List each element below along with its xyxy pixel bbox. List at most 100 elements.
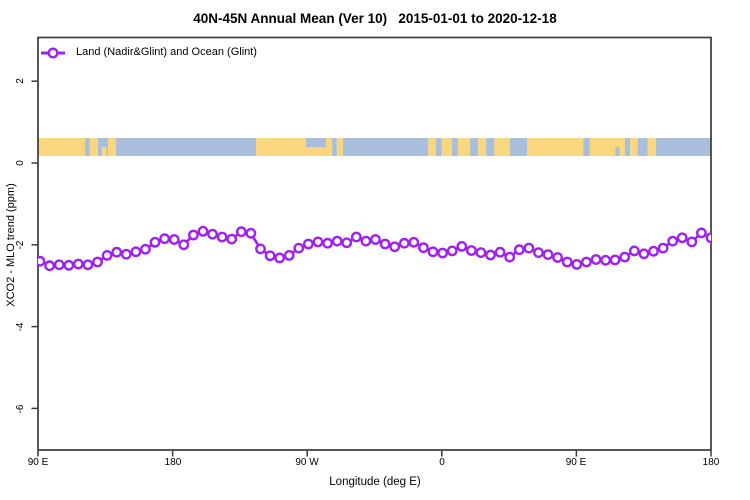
y-tick-label-4: -6 (15, 404, 26, 414)
data-point-marker (465, 245, 477, 256)
data-point-marker (38, 255, 46, 267)
y-tick-label-0: 2 (15, 78, 26, 84)
legend-marker (41, 47, 65, 59)
data-point-marker (322, 237, 333, 249)
data-point-marker (63, 259, 75, 271)
data-point-marker (187, 229, 199, 241)
strip-segment-land (107, 138, 117, 157)
x-tick-label-4: 90 E (565, 457, 587, 468)
data-point-marker (360, 235, 372, 247)
strip-patch-ocean (305, 138, 327, 148)
land-ocean-strip (38, 138, 711, 157)
strip-segment-ocean (624, 138, 631, 157)
data-point-marker (571, 258, 583, 270)
data-point-marker (552, 252, 563, 263)
data-point-marker (101, 249, 113, 261)
strip-segment-land (441, 138, 452, 157)
legend-label: Land (Nadir&Glint) and Ocean (Glint) (76, 46, 257, 58)
data-point-marker (590, 254, 602, 265)
strip-segment-land (457, 138, 471, 157)
y-axis-label: XCO2 - MLO trend (ppm) (5, 183, 17, 307)
data-point-marker (44, 260, 55, 272)
strip-segment-ocean (583, 138, 590, 157)
plot-frame (37, 36, 712, 451)
strip-segment-land (336, 138, 343, 157)
x-tick-label-0: 90 E (27, 457, 49, 468)
strip-patch-ocean (615, 147, 620, 157)
strip-segment-land (38, 138, 86, 157)
chart-title: 40N-45N Annual Mean (Ver 10) 2015-01-01 … (193, 11, 557, 26)
data-point-marker (92, 256, 103, 268)
data-point-marker (408, 236, 420, 248)
data-point-marker (619, 251, 631, 263)
data-point-marker (561, 256, 573, 268)
data-point-marker (302, 238, 314, 250)
data-point-marker (485, 249, 496, 261)
data-point-marker (207, 228, 218, 240)
strip-segment-ocean (486, 138, 495, 157)
data-point-marker (130, 246, 142, 258)
data-point-marker (82, 259, 94, 271)
data-point-marker (283, 249, 295, 261)
data-series (38, 225, 711, 272)
data-point-marker (667, 235, 679, 247)
strip-segment-ocean (85, 138, 90, 157)
data-point-marker (696, 227, 707, 239)
data-point-marker (293, 242, 305, 254)
data-point-marker (513, 244, 525, 256)
data-point-marker (331, 235, 343, 247)
data-point-marker (216, 231, 228, 243)
strip-patch-land (101, 147, 107, 157)
data-point-marker (255, 243, 266, 255)
strip-segment-land (527, 138, 584, 157)
strip-segment-ocean (435, 138, 442, 157)
data-point-marker (581, 256, 592, 268)
strip-segment-land (630, 138, 638, 157)
data-point-marker (494, 246, 506, 258)
x-tick-label-1: 180 (164, 457, 182, 468)
data-point-marker (312, 236, 324, 248)
data-point-marker (139, 243, 151, 255)
x-tick-label-5: 180 (702, 457, 720, 468)
data-point-marker (235, 226, 247, 238)
data-point-marker (676, 232, 688, 244)
data-point-marker (245, 227, 257, 239)
strip-segment-ocean (332, 138, 337, 157)
strip-segment-land (494, 138, 510, 157)
strip-segment-land (478, 138, 487, 157)
data-point-marker (274, 252, 285, 264)
data-point-marker (389, 241, 401, 253)
data-point-marker (437, 247, 448, 259)
data-point-marker (628, 245, 640, 257)
data-point-marker (705, 232, 711, 244)
data-point-marker (72, 258, 84, 270)
data-point-marker (504, 251, 516, 263)
data-point-marker (542, 249, 554, 261)
data-point-marker (226, 233, 238, 245)
strip-segment-land (89, 138, 98, 157)
strip-segment-ocean (342, 138, 429, 157)
data-point-marker (370, 234, 381, 245)
strip-segment-land (647, 138, 656, 157)
data-point-marker (264, 250, 276, 262)
data-point-marker (178, 239, 190, 251)
data-point-marker (159, 233, 171, 245)
strip-segment-ocean (637, 138, 648, 157)
data-point-marker (600, 254, 611, 266)
data-point-marker (427, 246, 439, 258)
strip-segment-land (589, 138, 625, 157)
data-point-marker (638, 248, 650, 260)
data-point-marker (533, 247, 544, 259)
strip-segment-ocean (451, 138, 458, 157)
data-point-marker (350, 231, 362, 243)
strip-segment-ocean (116, 138, 257, 157)
data-point-marker (120, 248, 132, 260)
data-point-marker (168, 234, 180, 245)
data-point-marker (456, 240, 468, 252)
strip-segment-land (428, 138, 436, 157)
axis-tick-marks (31, 80, 712, 457)
data-point-marker (111, 246, 123, 258)
data-point-marker (417, 242, 429, 254)
